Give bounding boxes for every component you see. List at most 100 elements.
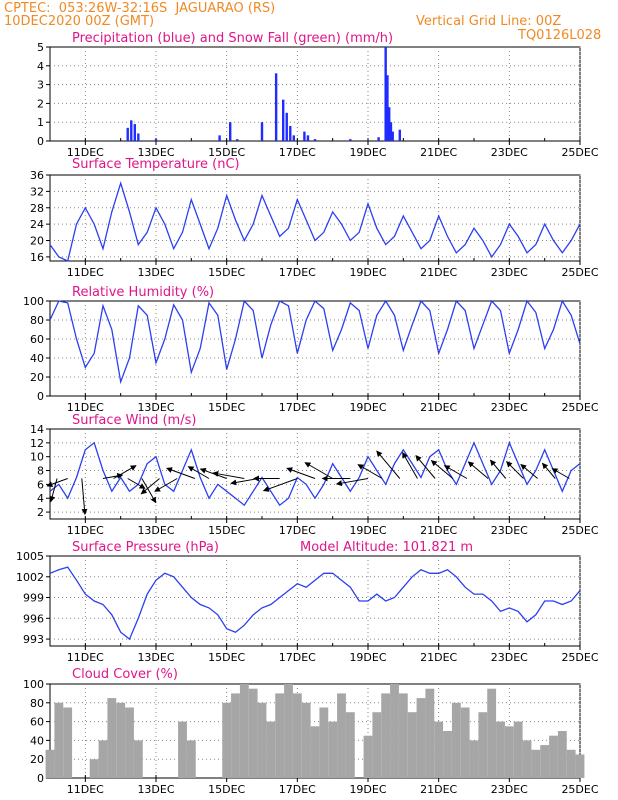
panel-title: Cloud Cover (%): [72, 667, 178, 682]
x-tick-label: 11DEC: [67, 401, 104, 414]
x-tick-label: 13DEC: [137, 783, 174, 796]
wind-arrow: [415, 455, 436, 479]
cloud-bar: [443, 731, 452, 778]
x-tick-label: 17DEC: [279, 146, 316, 159]
panel-1: 0 1 2 3 4 5 11DEC 13DEC 15DEC 17DEC 19DEC 21DEC 23DE…: [37, 31, 599, 159]
cloud-bar: [381, 693, 391, 778]
precip-bar: [313, 139, 317, 141]
x-tick-label: 17DEC: [279, 266, 316, 279]
header-location: CPTEC: 053:26W-32:16S JAGUARAO (RS): [4, 1, 276, 16]
precip-bar: [126, 127, 129, 141]
cloud-bar: [257, 702, 267, 778]
y-tick-label: 6: [37, 478, 44, 491]
wind-arrow: [140, 478, 160, 495]
wind-arrow: [430, 460, 454, 479]
wind-arrow: [212, 470, 245, 479]
wind-arrow: [154, 478, 178, 492]
x-tick-label: 25DEC: [561, 783, 598, 796]
series-line: [49, 299, 581, 385]
y-tick-label: 100: [23, 295, 44, 308]
x-tick-label: 17DEC: [279, 651, 316, 664]
x-tick-label: 19DEC: [349, 401, 386, 414]
cloud-bar: [284, 684, 293, 778]
x-tick-label: 25DEC: [561, 401, 598, 414]
header-grid-note: Vertical Grid Line: 00Z: [416, 14, 562, 29]
cloud-bar: [319, 707, 329, 778]
x-tick-label: 15DEC: [208, 146, 245, 159]
x-tick-label: 13DEC: [137, 524, 174, 537]
precip-bar: [218, 135, 221, 141]
precip-bar: [137, 133, 140, 141]
cloud-bar: [248, 688, 258, 778]
x-tick-label: 13DEC: [137, 266, 174, 279]
series-line: [49, 180, 581, 262]
y-tick-label: 0: [37, 772, 44, 785]
precip-bar: [229, 122, 232, 141]
precip-bar: [285, 112, 288, 141]
cloud-bar: [239, 684, 249, 778]
y-tick-label: 0: [37, 390, 44, 403]
y-tick-label: 12: [30, 437, 44, 450]
x-tick-label: 21DEC: [420, 146, 457, 159]
x-tick-label: 13DEC: [137, 651, 174, 664]
x-tick-label: 15DEC: [208, 266, 245, 279]
y-tick-label: 996: [23, 612, 44, 625]
x-tick-label: 19DEC: [349, 524, 386, 537]
wind-arrow: [127, 478, 146, 489]
header-code: TQ0126L028: [518, 28, 602, 43]
wind-arrow: [506, 461, 524, 479]
y-tick-label: 60: [30, 333, 44, 346]
x-tick-label: 19DEC: [349, 266, 386, 279]
y-tick-label: 2: [37, 506, 44, 519]
precip-bar: [306, 135, 310, 141]
panel-3: 0 20 40 60 80 100 11DEC 13DEC 15DEC 17DEC 19DEC 21D…: [23, 285, 599, 414]
cloud-bar: [116, 702, 126, 778]
x-tick-label: 13DEC: [137, 146, 174, 159]
y-tick-label: 40: [30, 734, 44, 747]
cloud-bar: [504, 726, 514, 778]
cloud-bar: [266, 721, 276, 778]
panel-2: 16 20 24 28 32 36 11DEC 13DEC 15DEC 17DEC 19DEC 21D…: [30, 157, 599, 279]
y-tick-label: 24: [30, 218, 44, 231]
x-tick-label: 11DEC: [67, 266, 104, 279]
y-tick-label: 36: [30, 169, 44, 182]
cloud-bar: [390, 684, 399, 778]
precip-bar: [377, 137, 380, 141]
y-tick-label: 20: [30, 371, 44, 384]
cloud-bar: [407, 712, 417, 778]
y-tick-label: 10: [30, 451, 44, 464]
series-line: [49, 566, 581, 641]
cloud-bar: [575, 754, 585, 778]
cloud-bar: [451, 702, 461, 778]
x-tick-label: 15DEC: [208, 783, 245, 796]
x-tick-label: 11DEC: [67, 524, 104, 537]
precip-bar: [384, 47, 387, 141]
y-tick-label: 1: [37, 116, 44, 129]
precip-bar: [389, 122, 393, 141]
x-tick-label: 25DEC: [561, 266, 598, 279]
panel-title: Precipitation (blue) and Snow Fall (gree…: [72, 31, 393, 46]
cloud-bar: [372, 712, 382, 778]
wind-arrow: [81, 478, 88, 515]
precip-bar: [260, 122, 264, 141]
wind-arrow: [335, 478, 369, 487]
y-tick-label: 999: [23, 592, 44, 605]
cloud-bar: [292, 693, 302, 778]
x-tick-label: 21DEC: [420, 783, 457, 796]
x-tick-label: 15DEC: [208, 401, 245, 414]
cloud-bar: [222, 702, 232, 778]
cloud-bar: [45, 749, 55, 778]
precip-bar: [303, 131, 306, 141]
cloud-bar: [478, 712, 488, 778]
header-datetime: 10DEC2020 00Z (GMT): [4, 14, 155, 29]
x-tick-label: 25DEC: [561, 651, 598, 664]
wind-arrow: [46, 478, 68, 487]
plot-frame: [49, 555, 581, 647]
cloud-bar: [125, 707, 134, 778]
x-tick-label: 23DEC: [491, 401, 528, 414]
x-tick-label: 17DEC: [279, 783, 316, 796]
cloud-bar: [513, 721, 523, 778]
precip-bar: [386, 75, 389, 141]
y-tick-label: 5: [37, 41, 44, 54]
